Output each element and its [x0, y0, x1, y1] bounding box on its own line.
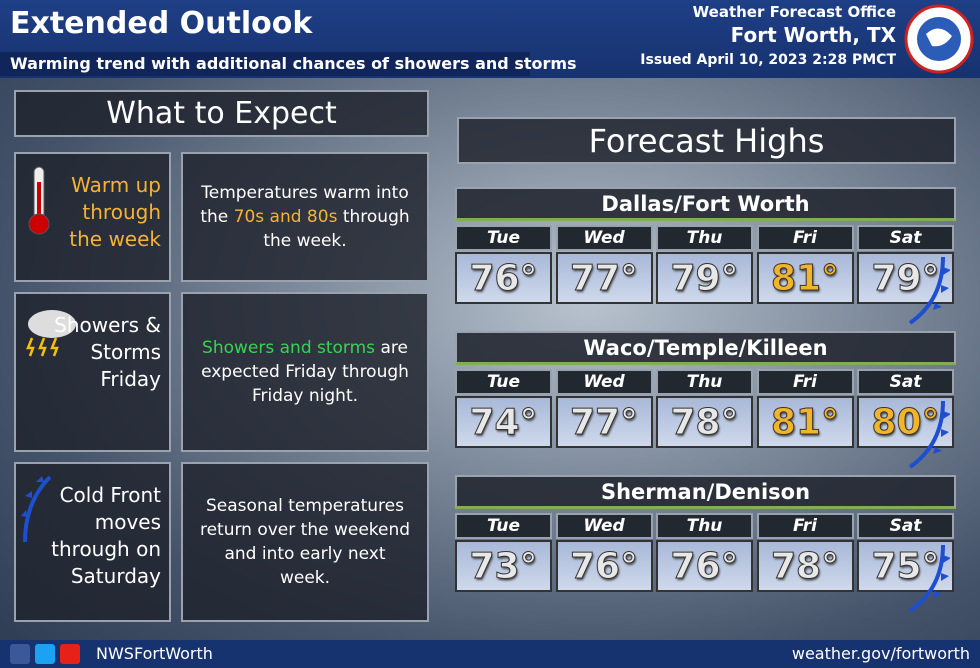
handle: NWSFortWorth [96, 644, 213, 663]
day-label: Wed [555, 225, 653, 251]
city-name: Waco/Temple/Killeen [455, 331, 956, 365]
text-run: Seasonal temperatures return over the we… [199, 496, 411, 588]
high-temp: 74° [455, 396, 552, 448]
high-temp: 81° [756, 252, 854, 304]
cold-front [905, 255, 951, 331]
expect-icon [20, 302, 80, 366]
expect-icon [20, 162, 80, 246]
expect-icon-box: Showers & Storms Friday [14, 292, 171, 452]
footer [0, 640, 980, 668]
day-label: Wed [555, 369, 653, 395]
high-temp: 77° [555, 252, 653, 304]
expect-label: Warm up through the week [69, 173, 161, 251]
high-temp: 79° [656, 252, 753, 304]
office: Weather Forecast Office [692, 3, 896, 21]
text-run: Temperatures warm into the [200, 183, 409, 227]
high-temp: 75° [857, 540, 954, 592]
text-run: through the week. [263, 207, 410, 251]
day-label: Fri [756, 513, 854, 539]
cold-front [905, 543, 951, 619]
high-temp: 76° [656, 540, 753, 592]
high-temp: 81° [756, 396, 854, 448]
high-temp: 78° [656, 396, 753, 448]
day-label: Fri [756, 225, 854, 251]
day-label: Thu [656, 225, 753, 251]
day-label: Thu [656, 369, 753, 395]
high-temp: 76° [455, 252, 552, 304]
high-temp: 80° [857, 396, 954, 448]
expect-text: Seasonal temperatures return over the we… [197, 494, 413, 590]
day-label: Sat [857, 513, 954, 539]
expect-icon-box: Cold Front moves through on Saturday [14, 462, 171, 622]
expect-text-box: Seasonal temperatures return over the we… [181, 462, 429, 622]
issued: Issued April 10, 2023 2:28 PMCT [640, 52, 896, 68]
expect-icon [20, 472, 60, 556]
city-name: Dallas/Fort Worth [455, 187, 956, 221]
expect-label: Cold Front moves through on Saturday [51, 483, 161, 588]
high-temp: 73° [455, 540, 552, 592]
expect-text: Showers and storms are expected Friday t… [197, 336, 413, 408]
day-label: Tue [455, 225, 552, 251]
expect-text: Temperatures warm into the 70s and 80s t… [197, 181, 413, 253]
high-temp: 78° [756, 540, 854, 592]
expect-label: Showers & Storms Friday [54, 313, 161, 391]
day-label: Thu [656, 513, 753, 539]
text-run: are expected Friday through Friday night… [201, 338, 409, 406]
text-run: Showers and storms [202, 338, 376, 358]
day-label: Sat [857, 225, 954, 251]
expect-heading: What to Expect [14, 90, 429, 137]
subtitle-bar [0, 52, 530, 76]
text-run: 70s and 80s [233, 207, 338, 227]
day-label: Tue [455, 513, 552, 539]
social-icons [10, 644, 80, 664]
high-temp: 79° [857, 252, 954, 304]
forecast-heading: Forecast Highs [457, 117, 956, 164]
day-label: Fri [756, 369, 854, 395]
expect-text-box: Showers and storms are expected Friday t… [181, 292, 429, 452]
nws-logo [904, 4, 974, 74]
title: Extended Outlook [10, 6, 313, 41]
expect-text-box: Temperatures warm into the 70s and 80s t… [181, 152, 429, 282]
day-label: Tue [455, 369, 552, 395]
cold-front [905, 399, 951, 475]
day-label: Sat [857, 369, 954, 395]
city-name: Sherman/Denison [455, 475, 956, 509]
high-temp: 76° [555, 540, 653, 592]
location: Fort Worth, TX [730, 23, 896, 47]
day-label: Wed [555, 513, 653, 539]
high-temp: 77° [555, 396, 653, 448]
url: weather.gov/fortworth [791, 644, 970, 663]
expect-icon-box: Warm up through the week [14, 152, 171, 282]
subtitle: Warming trend with additional chances of… [10, 54, 577, 73]
